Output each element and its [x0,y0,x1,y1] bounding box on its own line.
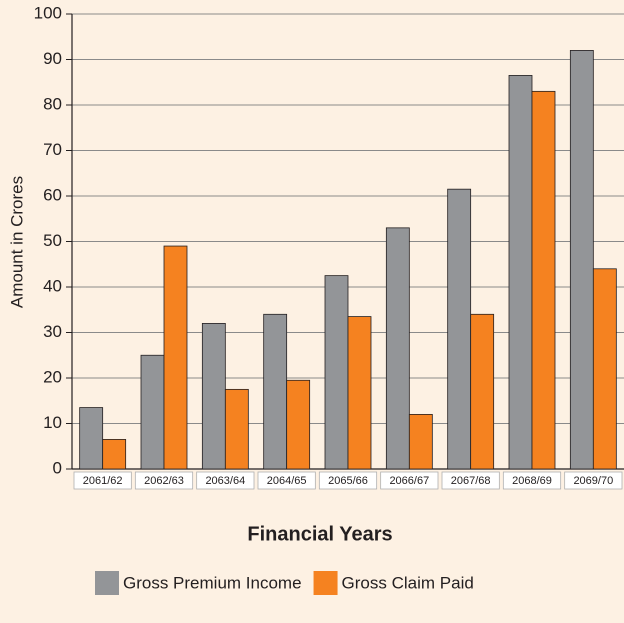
x-tick-box [564,471,623,490]
bar [286,379,311,470]
bar [508,75,533,470]
bar [324,275,349,470]
y-tick-label: 30 [43,322,62,341]
x-tick-label: 2061/62 [83,475,123,487]
bar [569,50,594,470]
bar [79,407,104,470]
x-tick-label: 2068/69 [512,475,552,487]
x-tick-label: 2064/65 [267,475,307,487]
bar [224,388,249,470]
y-tick-label: 80 [43,94,62,113]
x-tick-box [502,471,562,490]
y-tick-label: 50 [43,231,62,250]
x-tick-label: 2067/68 [451,475,491,487]
bar [447,188,472,470]
bar [263,313,288,470]
legend-swatch [95,571,119,595]
x-tick-box [257,471,316,490]
bar [470,313,495,470]
x-tick-label: 2066/67 [389,475,429,487]
bar [140,354,165,470]
x-tick-label: 2062/63 [144,475,184,487]
y-tick-label: 0 [53,458,62,477]
y-tick-label: 10 [43,413,62,432]
x-tick-label: 2069/70 [573,475,613,487]
bar [408,413,433,470]
bar [531,90,556,470]
bar [347,316,372,470]
x-tick-box [196,471,255,490]
x-tick-box [441,471,500,490]
x-tick-box [73,471,132,490]
y-tick-label: 70 [43,140,62,159]
bar [102,439,127,470]
x-axis-title: Financial Years [247,523,392,545]
x-tick-box [134,471,194,490]
y-tick-label: 60 [43,185,62,204]
x-tick-box [318,471,378,490]
x-tick-label: 2065/66 [328,475,368,487]
bar [201,322,226,470]
y-tick-label: 20 [43,367,62,386]
bar [385,227,410,470]
legend-label: Gross Claim Paid [342,573,474,592]
y-tick-label: 100 [34,3,62,22]
y-tick-label: 40 [43,276,62,295]
bar [592,268,617,470]
x-tick-label: 2063/64 [205,475,245,487]
legend-label: Gross Premium Income [123,573,302,592]
y-tick-label: 90 [43,49,62,68]
legend-swatch [313,571,338,595]
x-tick-box [380,471,439,490]
bar [163,245,188,470]
y-axis-title: Amount in Crores [7,176,26,308]
